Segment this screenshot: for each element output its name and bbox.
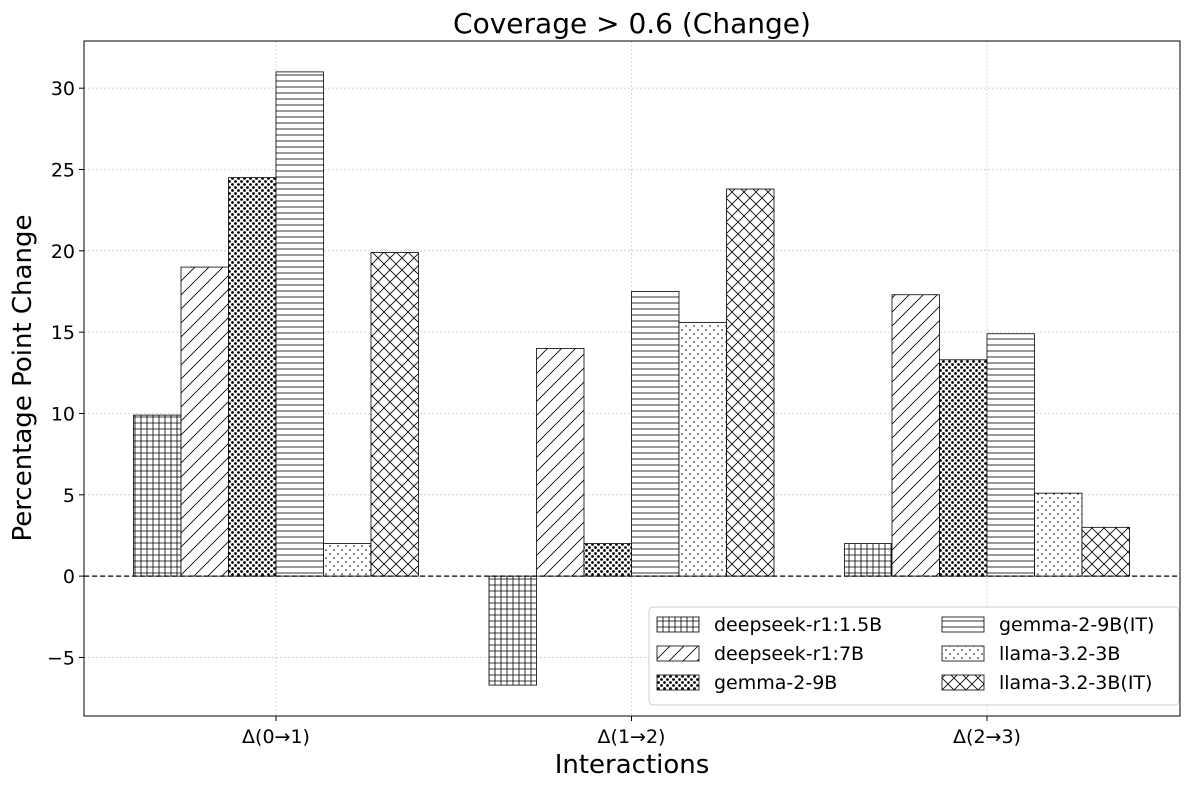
bar-deepseek-r1-1-5b-2	[844, 543, 893, 577]
bar-llama-3-2-3b-it--2	[1081, 526, 1130, 577]
legend-swatch	[656, 674, 700, 691]
bar-deepseek-r1-1-5b-1	[488, 575, 537, 686]
y-tick-label: 0	[63, 566, 75, 588]
y-tick-label: 25	[51, 159, 75, 181]
bar-gemma-2-9b-it--0	[275, 71, 324, 577]
legend-label: deepseek-r1:1.5B	[714, 614, 882, 636]
legend-swatch	[941, 645, 985, 662]
y-axis-label: Percentage Point Change	[8, 215, 38, 542]
legend-swatch	[656, 645, 700, 662]
legend-swatch	[656, 616, 700, 633]
bar-deepseek-r1-7b-1	[536, 348, 585, 577]
legend-label: llama-3.2-3B	[999, 643, 1120, 665]
y-tick-label: 30	[51, 78, 75, 100]
bar-llama-3-2-3b-it--0	[370, 252, 419, 577]
legend-label: gemma-2-9B	[714, 672, 837, 694]
bar-gemma-2-9b-0	[228, 177, 277, 577]
tick-labels: −5 0 5 10 15 20 25 30 Δ(0→1) Δ(1→2) Δ(2→3)	[47, 78, 1021, 748]
legend-swatch	[941, 616, 985, 633]
legend: deepseek-r1:1.5B deepseek-r1:7B gemma-2-9B…	[648, 606, 1180, 706]
x-tick-label: Δ(1→2)	[598, 726, 666, 748]
legend-box	[648, 606, 1180, 706]
bar-gemma-2-9b-it--1	[631, 291, 680, 577]
y-tick-label: 20	[51, 241, 75, 263]
bar-gemma-2-9b-2	[939, 359, 988, 577]
x-tick-label: Δ(2→3)	[953, 726, 1021, 748]
x-axis-label: Interactions	[555, 750, 710, 780]
bar-llama-3-2-3b-1	[678, 321, 727, 577]
bar-deepseek-r1-1-5b-0	[133, 414, 182, 577]
bar-llama-3-2-3b-2	[1034, 492, 1083, 577]
bar-deepseek-r1-7b-2	[891, 294, 940, 577]
chart-title: Coverage > 0.6 (Change)	[453, 7, 811, 40]
bar-deepseek-r1-7b-0	[180, 266, 229, 577]
x-tick-label: Δ(0→1)	[242, 726, 310, 748]
bar-gemma-2-9b-1	[583, 543, 632, 577]
legend-label: deepseek-r1:7B	[714, 643, 864, 665]
legend-swatch	[941, 674, 985, 691]
y-tick-label: 15	[51, 322, 75, 344]
bar-llama-3-2-3b-it--1	[726, 188, 775, 577]
y-tick-label: −5	[47, 647, 75, 669]
bars	[133, 71, 1130, 686]
legend-label: gemma-2-9B(IT)	[999, 614, 1154, 636]
y-tick-label: 5	[63, 485, 75, 507]
y-tick-label: 10	[51, 403, 75, 425]
bar-llama-3-2-3b-0	[323, 543, 372, 577]
bar-gemma-2-9b-it--2	[986, 333, 1035, 577]
legend-label: llama-3.2-3B(IT)	[999, 672, 1152, 694]
